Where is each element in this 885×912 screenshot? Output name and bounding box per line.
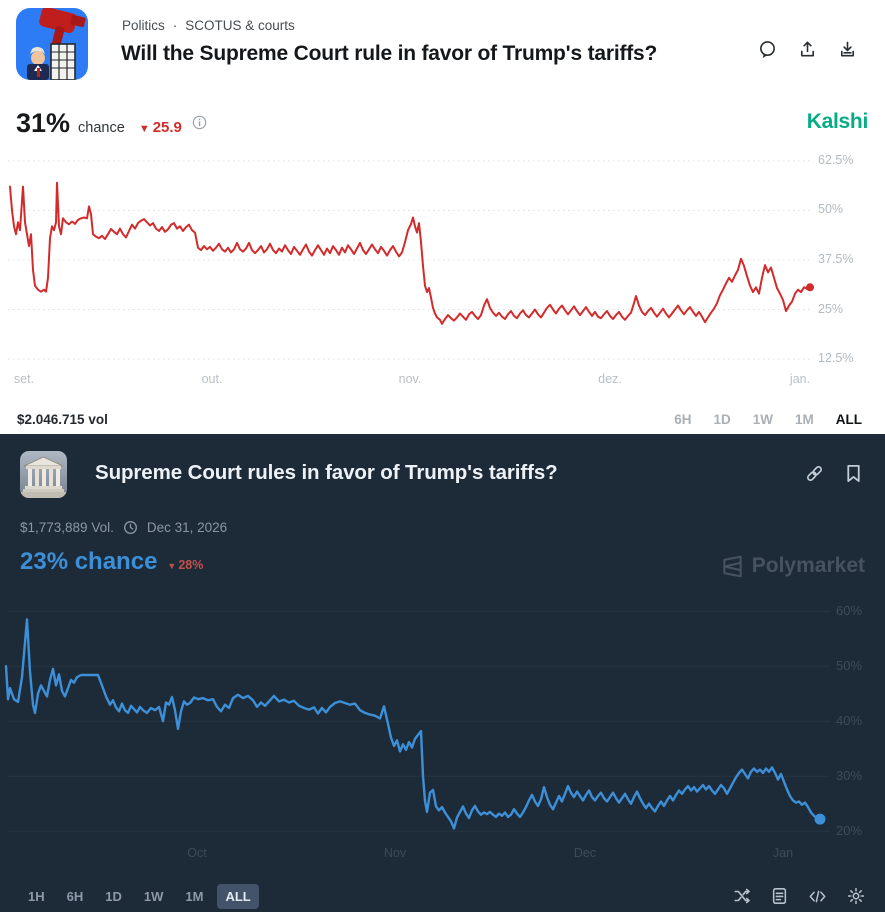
x-axis-label: set. (13, 372, 35, 386)
x-axis-label: dez. (598, 372, 622, 386)
range-1m-button[interactable]: 1M (177, 884, 211, 909)
breadcrumb-politics[interactable]: Politics (122, 18, 165, 33)
price-change: ▼ 25.9 (139, 119, 182, 136)
polymarket-range-selector: 1H 6H 1D 1W 1M ALL (20, 883, 259, 909)
y-axis-label: 50% (818, 202, 844, 217)
kalshi-price-chart[interactable]: 62.5% 50% 37.5% 25% 12.5% (0, 145, 885, 367)
kalshi-range-selector: 6H 1D 1W 1M ALL (668, 409, 868, 430)
price-change: ▼ 28% (167, 558, 203, 572)
polymarket-logo-icon (721, 555, 744, 578)
volume-label: $1,773,889 Vol. (20, 520, 114, 535)
x-axis-label: jan. (789, 372, 811, 386)
download-button[interactable] (838, 40, 857, 59)
settings-gear-icon[interactable] (847, 887, 865, 905)
y-axis-label: 60% (836, 603, 863, 619)
polymarket-watermark: Polymarket (721, 554, 865, 578)
range-1h-button[interactable]: 1H (20, 884, 53, 909)
range-1d-button[interactable]: 1D (97, 884, 130, 909)
document-icon[interactable] (771, 887, 788, 905)
market-thumbnail-supreme-court (20, 451, 67, 498)
x-axis-label: nov. (398, 372, 422, 386)
kalshi-market-card: Politics · SCOTUS & courts Will the Supr… (0, 0, 885, 434)
range-1m-button[interactable]: 1M (789, 409, 820, 430)
chance-label: chance (78, 120, 125, 136)
range-1w-button[interactable]: 1W (136, 884, 172, 909)
polymarket-logo-text: Polymarket (751, 554, 865, 577)
y-axis-label: 12.5% (818, 351, 854, 366)
share-button[interactable] (798, 40, 817, 59)
breadcrumb: Politics · SCOTUS & courts (122, 18, 295, 33)
x-axis-label: Dec (573, 846, 597, 860)
down-triangle-icon: ▼ (167, 561, 177, 571)
y-axis-label: 25% (818, 301, 844, 316)
bookmark-button[interactable] (844, 463, 863, 484)
range-all-button[interactable]: ALL (217, 883, 259, 909)
y-axis-label: 40% (836, 713, 863, 729)
y-axis-label: 30% (836, 768, 863, 784)
range-1d-button[interactable]: 1D (707, 409, 736, 430)
shuffle-icon[interactable] (733, 887, 751, 905)
embed-code-icon[interactable] (808, 888, 827, 905)
y-axis-label: 37.5% (818, 251, 854, 266)
close-date: Dec 31, 2026 (146, 520, 228, 535)
range-6h-button[interactable]: 6H (668, 409, 697, 430)
x-axis-label: Oct (187, 846, 207, 860)
breadcrumb-separator: · (172, 18, 178, 33)
chance-value: 23% chance (20, 548, 158, 575)
polymarket-price-chart[interactable]: 60% 50% 40% 30% 20% (0, 598, 885, 846)
x-axis-label: out. (201, 372, 223, 386)
change-value: 25.9 (152, 119, 182, 136)
chance-value: 31% (16, 108, 71, 138)
x-axis-label: Nov (383, 846, 407, 860)
polymarket-x-axis: Oct Nov Dec Jan (0, 846, 885, 862)
market-title: Will the Supreme Court rule in favor of … (121, 42, 658, 65)
breadcrumb-scotus-courts[interactable]: SCOTUS & courts (185, 18, 295, 33)
kalshi-logo: Kalshi (806, 110, 869, 133)
market-title: Supreme Court rules in favor of Trump's … (95, 461, 558, 484)
kalshi-x-axis: set. out. nov. dez. jan. (0, 372, 885, 388)
market-thumbnail-gavel (16, 8, 88, 80)
comment-button[interactable] (758, 40, 777, 59)
y-axis-label: 62.5% (818, 152, 854, 167)
polymarket-market-card: Supreme Court rules in favor of Trump's … (0, 434, 885, 912)
copy-link-button[interactable] (804, 463, 825, 484)
info-icon[interactable] (192, 115, 207, 130)
range-1w-button[interactable]: 1W (747, 409, 779, 430)
y-axis-label: 50% (836, 658, 863, 674)
x-axis-label: Jan (772, 846, 794, 860)
down-triangle-icon: ▼ (138, 123, 150, 135)
y-axis-label: 20% (836, 823, 863, 839)
range-all-button[interactable]: ALL (830, 409, 868, 430)
range-6h-button[interactable]: 6H (59, 884, 92, 909)
change-value: 28% (178, 558, 204, 572)
clock-icon (123, 520, 138, 535)
volume-label: $2.046.715 vol (17, 411, 108, 427)
